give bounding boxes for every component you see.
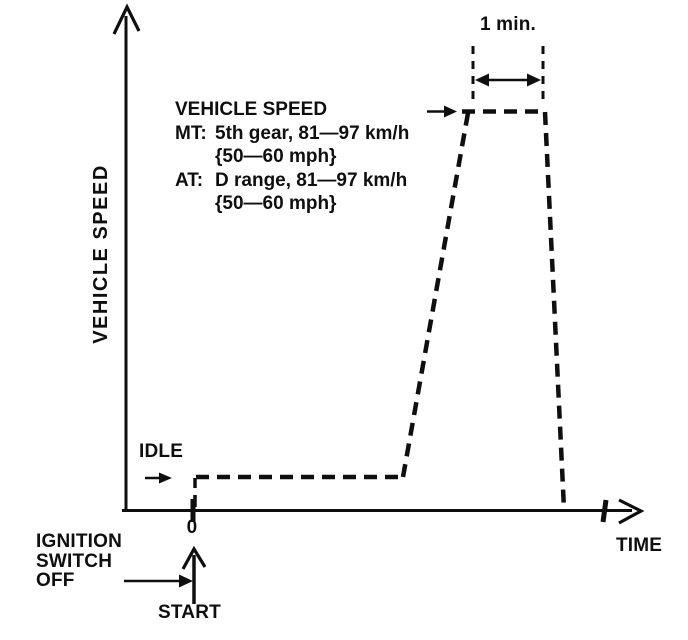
start-label: START: [158, 602, 221, 623]
idle-arrowhead-icon: [159, 472, 172, 484]
spec-mt-sub: {50—60 mph}: [215, 146, 337, 167]
curve-decel-segment: [542, 111, 567, 510]
origin-label: 0: [186, 517, 198, 538]
duration-label: 1 min.: [479, 14, 537, 35]
spec-at-desc: D range, 81—97 km/h: [215, 169, 408, 191]
ignition-switch-off-label: IGNITION SWITCH OFF: [36, 531, 123, 591]
duration-arrowhead-right-icon: [527, 73, 541, 87]
spec-label-mt: MT:: [175, 122, 207, 144]
x-axis-arrowhead-icon: [618, 498, 645, 525]
spec-at-sub: {50—60 mph}: [215, 193, 337, 214]
spec-mt-desc: 5th gear, 81—97 km/h: [215, 122, 410, 144]
spec-row-at: AT: D range, 81—97 km/h {50—60 mph}: [175, 169, 409, 216]
start-arrowhead-icon: [181, 545, 207, 570]
x-axis-label: TIME: [616, 535, 663, 556]
y-axis-label: VEHICLE SPEED: [90, 164, 112, 344]
idle-label: IDLE: [139, 441, 184, 462]
spec-label-at: AT:: [175, 169, 204, 191]
spec-title: VEHICLE SPEED: [175, 99, 328, 120]
duration-arrowhead-left-icon: [475, 73, 489, 87]
curve-accel-segment: [400, 112, 471, 478]
ignition-arrowhead-icon: [179, 574, 193, 588]
speed-callout-arrowhead-icon: [444, 105, 457, 118]
end-tick: [600, 499, 609, 523]
speed-spec-block: VEHICLE SPEED MT: 5th gear, 81—97 km/h {…: [175, 98, 409, 216]
y-axis-arrowhead-icon: [112, 3, 141, 35]
spec-row-mt: MT: 5th gear, 81—97 km/h {50—60 mph}: [175, 122, 409, 169]
